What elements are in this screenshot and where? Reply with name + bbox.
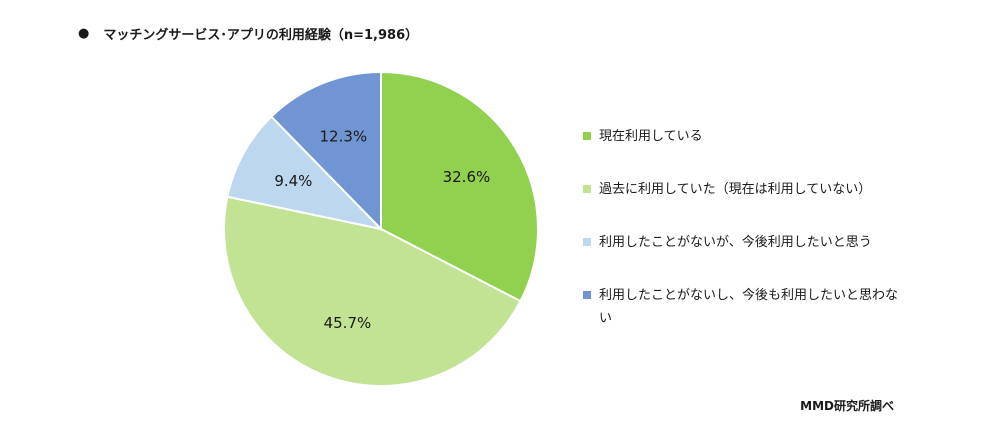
chart-legend: 現在利用している 過去に利用していた（現在は利用していない） 利用したことがない… — [583, 125, 903, 360]
pie-slice — [380, 70, 539, 303]
slice-value-label: 9.4% — [274, 172, 312, 190]
legend-item-never-want: 利用したことがないが、今後利用したいと思う — [583, 231, 903, 254]
legend-label: 利用したことがないが、今後利用したいと思う — [599, 235, 872, 250]
legend-swatch — [583, 132, 591, 140]
slice-value-label: 45.7% — [324, 314, 372, 332]
title-bullet: ● — [78, 26, 90, 41]
legend-item-past: 過去に利用していた（現在は利用していない） — [583, 178, 903, 201]
source-note: MMD研究所調べ — [800, 399, 894, 413]
chart-title: ● マッチングサービス･アプリの利用経験（n=1,986） — [78, 24, 418, 43]
pie-slice — [226, 115, 385, 231]
slice-value-label: 32.6% — [443, 168, 491, 186]
legend-item-never-not-want: 利用したことがないし、今後も利用したいと思わない — [583, 284, 903, 330]
legend-swatch — [583, 185, 591, 193]
legend-item-current: 現在利用している — [583, 125, 903, 148]
pie-slice — [269, 70, 382, 232]
pie-slice — [223, 195, 522, 387]
legend-swatch — [583, 291, 591, 299]
legend-swatch — [583, 238, 591, 246]
legend-label: 過去に利用していた（現在は利用していない） — [599, 182, 872, 197]
legend-label: 現在利用している — [599, 129, 703, 144]
legend-label: 利用したことがないし、今後も利用したいと思わない — [599, 288, 899, 326]
chart-title-text: マッチングサービス･アプリの利用経験（n=1,986） — [103, 28, 419, 43]
slice-value-label: 12.3% — [319, 127, 367, 145]
